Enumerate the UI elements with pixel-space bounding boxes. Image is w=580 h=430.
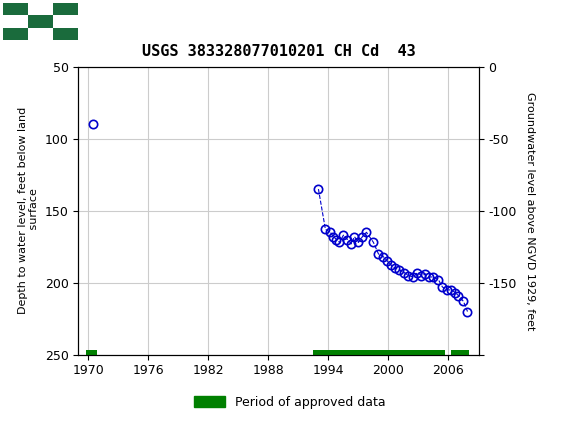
Bar [3,3,28,15]
Text: USGS: USGS [87,12,142,31]
Bar [28,3,53,15]
Y-axis label: Depth to water level, feet below land
 surface: Depth to water level, feet below land su… [17,107,39,314]
Legend: Period of approved data: Period of approved data [189,390,391,414]
Bar [53,3,78,15]
Bar [28,28,53,40]
Title: USGS 383328077010201 CH Cd  43: USGS 383328077010201 CH Cd 43 [142,43,415,58]
Bar [28,15,53,28]
Bar [53,28,78,40]
Bar [53,15,78,28]
Bar [313,350,445,360]
Bar [86,350,97,360]
Bar [3,15,28,28]
Bar [3,3,78,40]
Bar [3,28,28,40]
Bar [451,350,469,360]
Y-axis label: Groundwater level above NGVD 1929, feet: Groundwater level above NGVD 1929, feet [525,92,535,330]
